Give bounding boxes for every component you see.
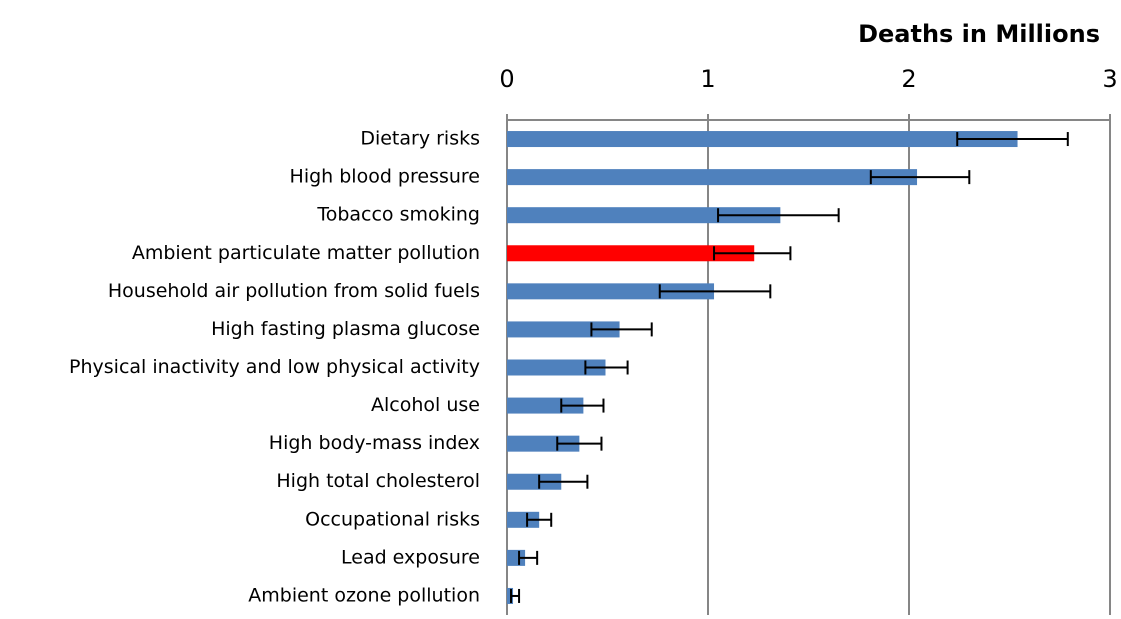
y-tick-label: Dietary risks: [360, 128, 480, 150]
chart-title: Deaths in Millions: [858, 20, 1100, 48]
error-bar: [717, 208, 840, 223]
bar: [507, 283, 715, 300]
error-bar: [713, 246, 792, 261]
y-tick-label: High body-mass index: [269, 432, 480, 454]
y-tick-label: Ambient particulate matter pollution: [132, 242, 480, 264]
y-tick-label: Physical inactivity and low physical act…: [69, 356, 480, 378]
error-bar: [518, 550, 539, 565]
x-tick-label: 2: [901, 65, 916, 93]
error-bar: [556, 436, 603, 451]
y-tick-label: High blood pressure: [290, 166, 480, 188]
y-tick-label: Lead exposure: [341, 546, 480, 568]
bar: [507, 207, 781, 224]
y-tick-label: Ambient ozone pollution: [248, 584, 480, 606]
x-tick-label: 1: [700, 65, 715, 93]
error-bar: [538, 474, 589, 489]
error-bar: [590, 322, 653, 337]
bar: [507, 587, 514, 604]
y-tick-label: High total cholesterol: [276, 470, 480, 492]
x-tick-label: 3: [1102, 65, 1117, 93]
bar: [507, 397, 584, 414]
bar: [507, 511, 540, 528]
y-tick-label: High fasting plasma glucose: [211, 318, 480, 340]
bar: [507, 169, 918, 186]
error-bar: [584, 360, 629, 375]
bar: [507, 435, 580, 452]
error-bar: [956, 132, 1069, 147]
error-bar: [510, 588, 521, 603]
error-bar: [869, 170, 971, 185]
y-tick-label: Tobacco smoking: [316, 204, 480, 226]
y-tick-label: Household air pollution from solid fuels: [108, 280, 480, 302]
bar: [507, 549, 526, 566]
error-bar: [526, 512, 553, 527]
x-tick-label: 0: [499, 65, 514, 93]
bar: [507, 245, 755, 262]
error-bar: [658, 284, 772, 299]
bar: [507, 131, 1018, 148]
y-tick-label: Occupational risks: [305, 508, 480, 530]
bar: [507, 473, 562, 490]
y-tick-label: Alcohol use: [371, 394, 480, 416]
bar: [507, 359, 606, 376]
error-bar: [560, 398, 605, 413]
